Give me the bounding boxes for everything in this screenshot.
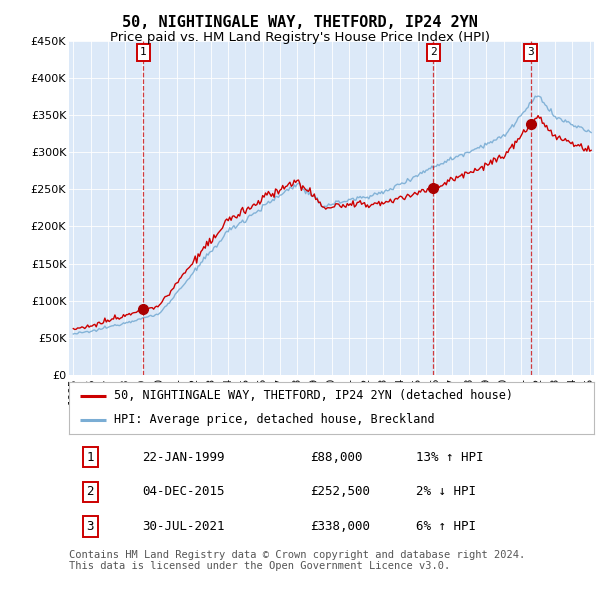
Text: 2: 2 (430, 47, 437, 57)
Text: HPI: Average price, detached house, Breckland: HPI: Average price, detached house, Brec… (113, 413, 434, 426)
Text: 1: 1 (86, 451, 94, 464)
Text: 22-JAN-1999: 22-JAN-1999 (143, 451, 225, 464)
Text: 04-DEC-2015: 04-DEC-2015 (143, 485, 225, 499)
Text: 2: 2 (86, 485, 94, 499)
Text: 1: 1 (140, 47, 146, 57)
Text: 2% ↓ HPI: 2% ↓ HPI (415, 485, 476, 499)
Text: 6% ↑ HPI: 6% ↑ HPI (415, 520, 476, 533)
Text: 30-JUL-2021: 30-JUL-2021 (143, 520, 225, 533)
Text: 50, NIGHTINGALE WAY, THETFORD, IP24 2YN (detached house): 50, NIGHTINGALE WAY, THETFORD, IP24 2YN … (113, 389, 512, 402)
Text: 13% ↑ HPI: 13% ↑ HPI (415, 451, 483, 464)
Text: 50, NIGHTINGALE WAY, THETFORD, IP24 2YN: 50, NIGHTINGALE WAY, THETFORD, IP24 2YN (122, 15, 478, 30)
Text: £88,000: £88,000 (311, 451, 363, 464)
Text: Price paid vs. HM Land Registry's House Price Index (HPI): Price paid vs. HM Land Registry's House … (110, 31, 490, 44)
Text: £252,500: £252,500 (311, 485, 371, 499)
Text: 3: 3 (527, 47, 534, 57)
Text: £338,000: £338,000 (311, 520, 371, 533)
Text: Contains HM Land Registry data © Crown copyright and database right 2024.
This d: Contains HM Land Registry data © Crown c… (69, 550, 525, 572)
Text: 3: 3 (86, 520, 94, 533)
